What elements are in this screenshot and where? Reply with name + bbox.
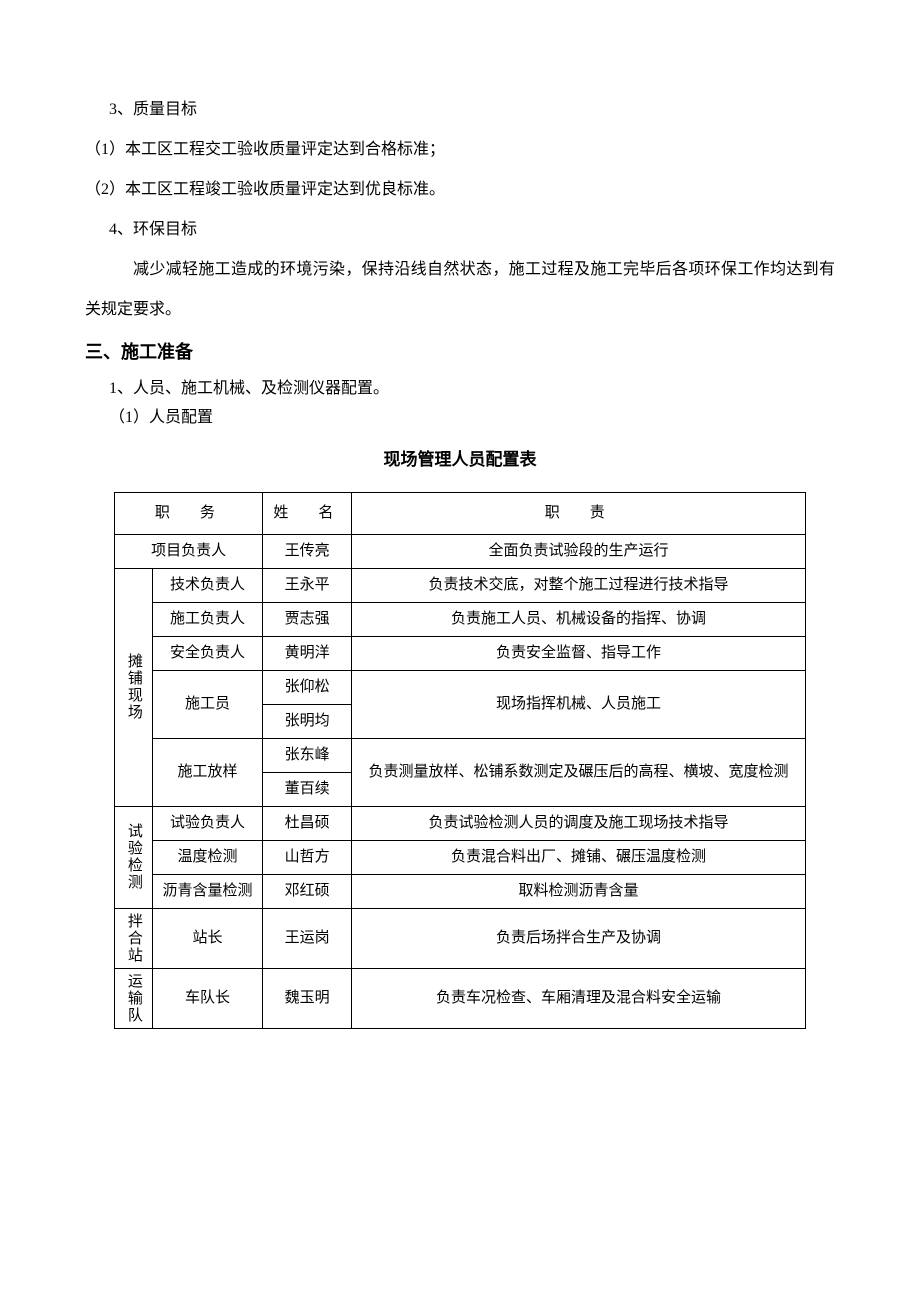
cell-name: 王运岗	[263, 908, 352, 968]
cell-position: 技术负责人	[152, 568, 263, 602]
table-row: 施工负责人 贾志强 负责施工人员、机械设备的指挥、协调	[115, 602, 806, 636]
cell-duty: 现场指挥机械、人员施工	[351, 670, 805, 738]
th-name: 姓 名	[263, 492, 352, 534]
para-quality-goal-1: （1）本工区工程交工验收质量评定达到合格标准；	[85, 130, 835, 170]
cell-duty: 取料检测沥青含量	[351, 874, 805, 908]
cell-position: 试验负责人	[152, 806, 263, 840]
personnel-config-table: 职 务 姓 名 职 责 项目负责人 王传亮 全面负责试验段的生产运行 摊铺现场 …	[114, 492, 806, 1029]
cell-name: 山哲方	[263, 840, 352, 874]
cell-duty: 负责施工人员、机械设备的指挥、协调	[351, 602, 805, 636]
table-title: 现场管理人员配置表	[85, 445, 835, 470]
para-sub-2: （1）人员配置	[85, 404, 835, 433]
table-header-row: 职 务 姓 名 职 责	[115, 492, 806, 534]
group-label-testing: 试验检测	[115, 806, 153, 908]
para-quality-goal-2: （2）本工区工程竣工验收质量评定达到优良标准。	[85, 170, 835, 210]
cell-name: 贾志强	[263, 602, 352, 636]
group-label-mixing: 拌合站	[115, 908, 153, 968]
cell-duty: 负责后场拌合生产及协调	[351, 908, 805, 968]
cell-name: 张明均	[263, 704, 352, 738]
para-sub-1: 1、人员、施工机械、及检测仪器配置。	[85, 375, 835, 404]
cell-duty: 负责车况检查、车厢清理及混合料安全运输	[351, 968, 805, 1028]
th-duty: 职 责	[351, 492, 805, 534]
th-position: 职 务	[115, 492, 263, 534]
body-paragraphs: 3、质量目标 （1）本工区工程交工验收质量评定达到合格标准； （2）本工区工程竣…	[85, 90, 835, 330]
cell-name: 魏玉明	[263, 968, 352, 1028]
cell-name: 王永平	[263, 568, 352, 602]
table-row: 沥青含量检测 邓红硕 取料检测沥青含量	[115, 874, 806, 908]
cell-position: 项目负责人	[115, 534, 263, 568]
cell-duty: 负责测量放样、松铺系数测定及碾压后的高程、横坡、宽度检测	[351, 738, 805, 806]
cell-name: 邓红硕	[263, 874, 352, 908]
group-label-paving: 摊铺现场	[115, 568, 153, 806]
cell-position: 施工负责人	[152, 602, 263, 636]
group-label-transport: 运输队	[115, 968, 153, 1028]
cell-name: 张仰松	[263, 670, 352, 704]
cell-duty: 负责混合料出厂、摊铺、碾压温度检测	[351, 840, 805, 874]
cell-position: 施工员	[152, 670, 263, 738]
table-row: 运输队 车队长 魏玉明 负责车况检查、车厢清理及混合料安全运输	[115, 968, 806, 1028]
table-row: 项目负责人 王传亮 全面负责试验段的生产运行	[115, 534, 806, 568]
cell-duty: 负责安全监督、指导工作	[351, 636, 805, 670]
table-row: 温度检测 山哲方 负责混合料出厂、摊铺、碾压温度检测	[115, 840, 806, 874]
para-env-goal-heading: 4、环保目标	[85, 210, 835, 250]
table-row: 施工放样 张东峰 负责测量放样、松铺系数测定及碾压后的高程、横坡、宽度检测	[115, 738, 806, 772]
para-env-goal-body: 减少减轻施工造成的环境污染，保持沿线自然状态，施工过程及施工完毕后各项环保工作均…	[85, 250, 835, 330]
table-row: 拌合站 站长 王运岗 负责后场拌合生产及协调	[115, 908, 806, 968]
cell-name: 王传亮	[263, 534, 352, 568]
cell-name: 董百续	[263, 772, 352, 806]
cell-duty: 负责试验检测人员的调度及施工现场技术指导	[351, 806, 805, 840]
cell-position: 车队长	[152, 968, 263, 1028]
cell-name: 黄明洋	[263, 636, 352, 670]
table-row: 安全负责人 黄明洋 负责安全监督、指导工作	[115, 636, 806, 670]
table-row: 试验检测 试验负责人 杜昌硕 负责试验检测人员的调度及施工现场技术指导	[115, 806, 806, 840]
cell-position: 安全负责人	[152, 636, 263, 670]
cell-position: 站长	[152, 908, 263, 968]
table-row: 施工员 张仰松 现场指挥机械、人员施工	[115, 670, 806, 704]
heading-section-3: 三、施工准备	[85, 330, 835, 375]
cell-name: 张东峰	[263, 738, 352, 772]
cell-duty: 负责技术交底，对整个施工过程进行技术指导	[351, 568, 805, 602]
cell-name: 杜昌硕	[263, 806, 352, 840]
cell-position: 施工放样	[152, 738, 263, 806]
table-row: 摊铺现场 技术负责人 王永平 负责技术交底，对整个施工过程进行技术指导	[115, 568, 806, 602]
cell-position: 温度检测	[152, 840, 263, 874]
cell-position: 沥青含量检测	[152, 874, 263, 908]
para-quality-goal-heading: 3、质量目标	[85, 90, 835, 130]
cell-duty: 全面负责试验段的生产运行	[351, 534, 805, 568]
